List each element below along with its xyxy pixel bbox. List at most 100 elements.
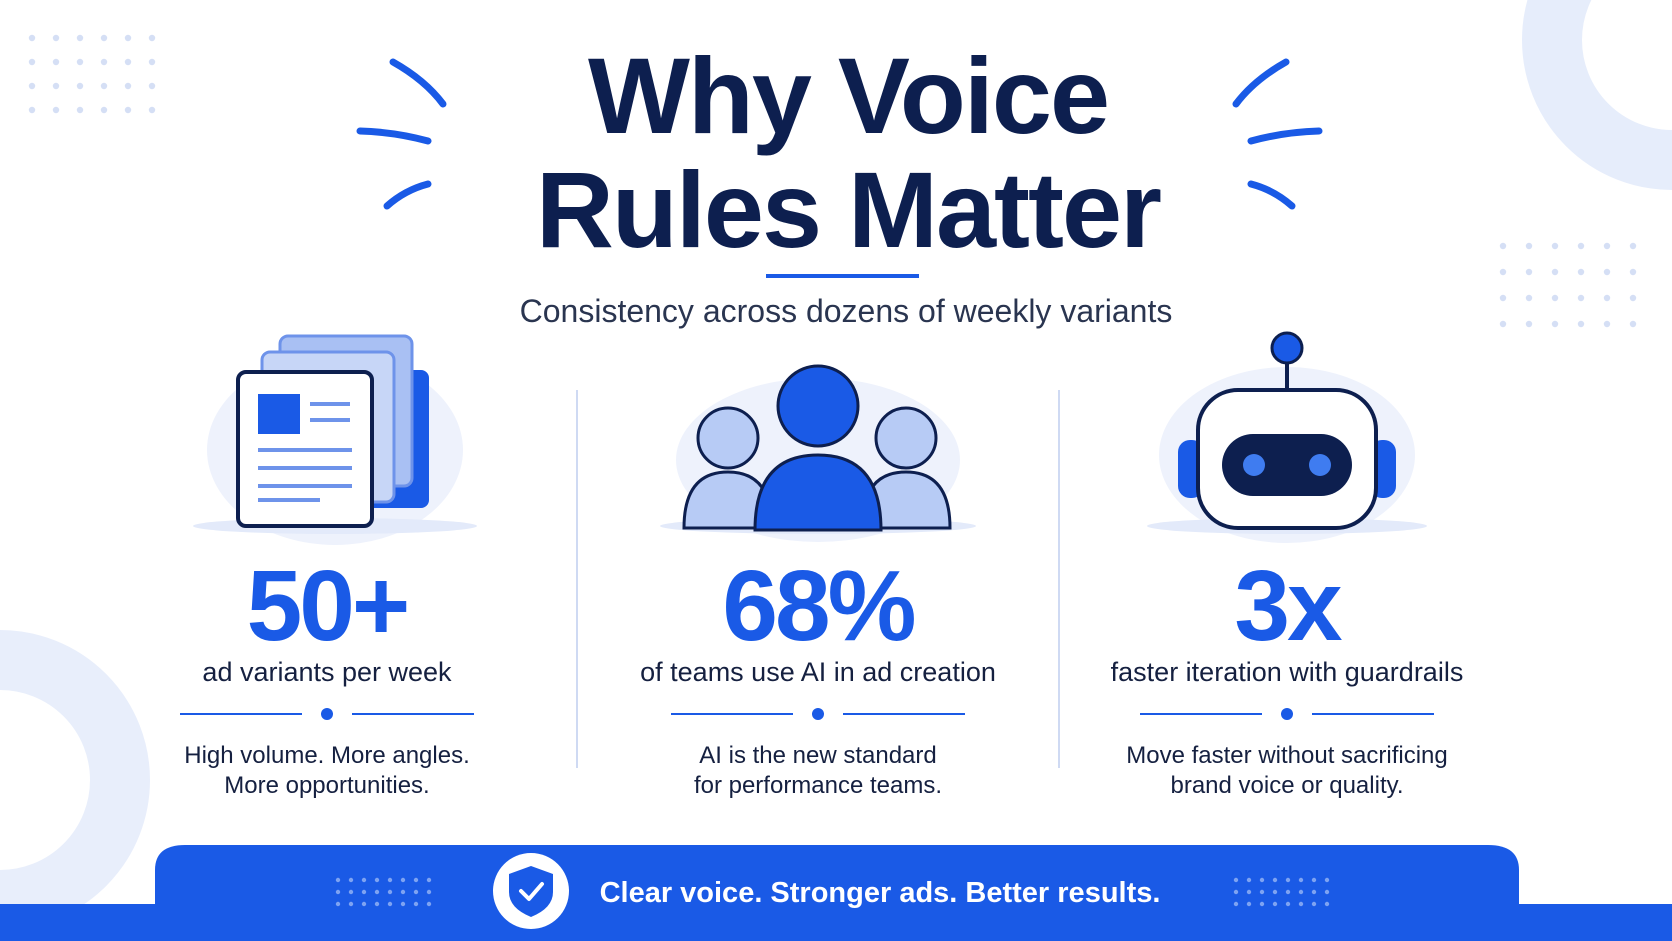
dot [1324, 877, 1330, 883]
dot [1577, 294, 1585, 302]
dot [400, 889, 406, 895]
dot [1551, 294, 1559, 302]
dot [426, 877, 432, 883]
dot [1499, 242, 1507, 250]
sunburst-part [356, 127, 432, 145]
robot-icon-part [1270, 331, 1304, 365]
stat-label: faster iteration with guardrails [1111, 657, 1464, 687]
subtitle: Consistency across dozens of weekly vari… [520, 293, 1173, 329]
dot [335, 901, 341, 907]
dot [52, 82, 60, 90]
stat-label: ad variants per week [202, 657, 452, 687]
dot [1499, 320, 1507, 328]
dot [1246, 901, 1252, 907]
dot [1272, 877, 1278, 883]
footer-banner-part [335, 877, 1330, 907]
dot [387, 889, 393, 895]
dot [52, 34, 60, 42]
dot [76, 34, 84, 42]
dot [1603, 268, 1611, 276]
dot [124, 106, 132, 114]
robot-icon-part [1243, 454, 1265, 476]
dot [1285, 901, 1291, 907]
dot [148, 34, 156, 42]
dot [400, 877, 406, 883]
dot [52, 106, 60, 114]
sunburst [356, 58, 1323, 210]
dot [1285, 889, 1291, 895]
sunburst-part [1247, 180, 1296, 210]
stat-value: 3x [1234, 550, 1342, 662]
stat-description: for performance teams. [694, 772, 942, 799]
team-icon-part [696, 406, 760, 470]
dot [1246, 877, 1252, 883]
dot [1298, 901, 1304, 907]
dot [52, 58, 60, 66]
dot [374, 889, 380, 895]
dot [335, 889, 341, 895]
dot [76, 58, 84, 66]
dot [100, 58, 108, 66]
dot [426, 901, 432, 907]
dot [348, 877, 354, 883]
title-line: Rules Matter [536, 149, 1161, 270]
dot [1629, 242, 1637, 250]
dot [1233, 901, 1239, 907]
dot [1577, 320, 1585, 328]
dot [1272, 901, 1278, 907]
divider-dot [321, 708, 333, 720]
dot [374, 901, 380, 907]
dot [1603, 242, 1611, 250]
divider-dot [812, 708, 824, 720]
stat-value: 68% [722, 550, 914, 662]
dot [1259, 889, 1265, 895]
dot [1324, 889, 1330, 895]
team-icon-part [753, 453, 883, 532]
dot [1499, 268, 1507, 276]
dot [1324, 901, 1330, 907]
dot [148, 58, 156, 66]
dot [1525, 320, 1533, 328]
stat-description: brand voice or quality. [1170, 772, 1403, 799]
corner-arc [0, 630, 150, 930]
dot [335, 877, 341, 883]
dot [1233, 889, 1239, 895]
stat-description: More opportunities. [224, 772, 429, 799]
dot [1629, 320, 1637, 328]
dot [100, 82, 108, 90]
dot [1525, 242, 1533, 250]
robot-icon-part [1222, 434, 1352, 496]
footer-banner-part [519, 882, 544, 901]
footer-text: Clear voice. Stronger ads. Better result… [600, 877, 1161, 909]
dot [387, 877, 393, 883]
dot [100, 34, 108, 42]
dot [1272, 889, 1278, 895]
dot [1629, 294, 1637, 302]
stat-columns: 50+ad variants per week High volume. More… [180, 550, 1463, 799]
dot [28, 106, 36, 114]
divider-dot [1281, 708, 1293, 720]
dot [1525, 268, 1533, 276]
dot [1233, 877, 1239, 883]
dot [1577, 268, 1585, 276]
stat-description: High volume. More angles. [184, 742, 469, 769]
dot [1629, 268, 1637, 276]
dot [1311, 901, 1317, 907]
dot [348, 901, 354, 907]
dot [1499, 294, 1507, 302]
sunburst-part [389, 58, 447, 108]
footer-banner [0, 845, 1672, 941]
dot [100, 106, 108, 114]
team-icon-part [776, 364, 860, 448]
footer-banner-part [509, 866, 553, 917]
stat-label: of teams use AI in ad creation [640, 657, 996, 687]
dot [1298, 877, 1304, 883]
dot [1298, 889, 1304, 895]
dot [413, 877, 419, 883]
team-icon-part [874, 406, 938, 470]
dot [148, 82, 156, 90]
